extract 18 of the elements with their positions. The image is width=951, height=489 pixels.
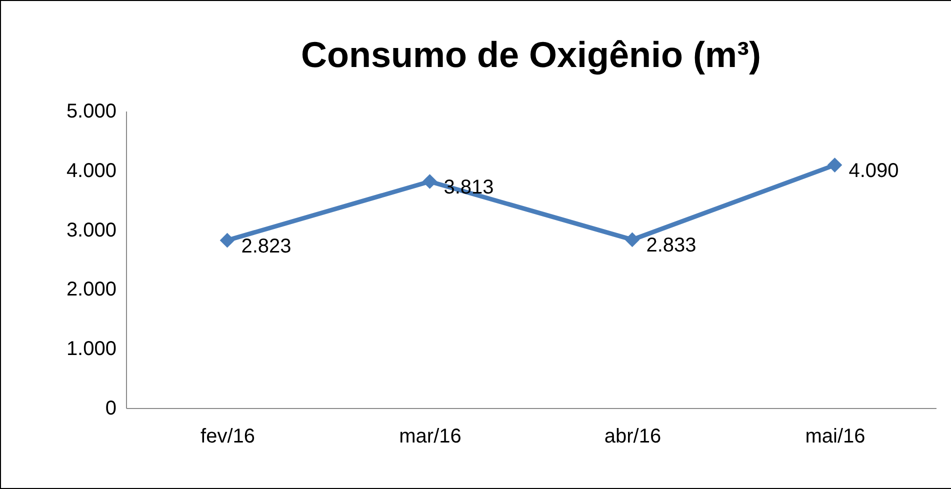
y-tick-label: 0 — [105, 398, 116, 420]
point — [827, 158, 842, 172]
chart-title: Consumo de Oxigênio (m³) — [300, 34, 762, 75]
y-tick-label: 2.000 — [66, 278, 116, 301]
point — [220, 232, 235, 248]
data-label: 2.823 — [241, 235, 292, 258]
y-tick-label: 5.000 — [66, 100, 116, 122]
y-tick-label: 4.000 — [66, 160, 116, 182]
x-tick-label: abr/16 — [604, 426, 662, 448]
x-tick-label: mar/16 — [399, 426, 462, 448]
y-tick-label: 3.000 — [66, 219, 116, 242]
x-tick-label: fev/16 — [200, 426, 255, 448]
point — [624, 232, 640, 248]
data-label: 4.090 — [848, 160, 899, 182]
y-tick-label: 1.000 — [66, 338, 116, 360]
point — [422, 174, 438, 189]
x-tick-label: mai/16 — [805, 426, 866, 448]
data-label: 2.833 — [646, 234, 696, 257]
